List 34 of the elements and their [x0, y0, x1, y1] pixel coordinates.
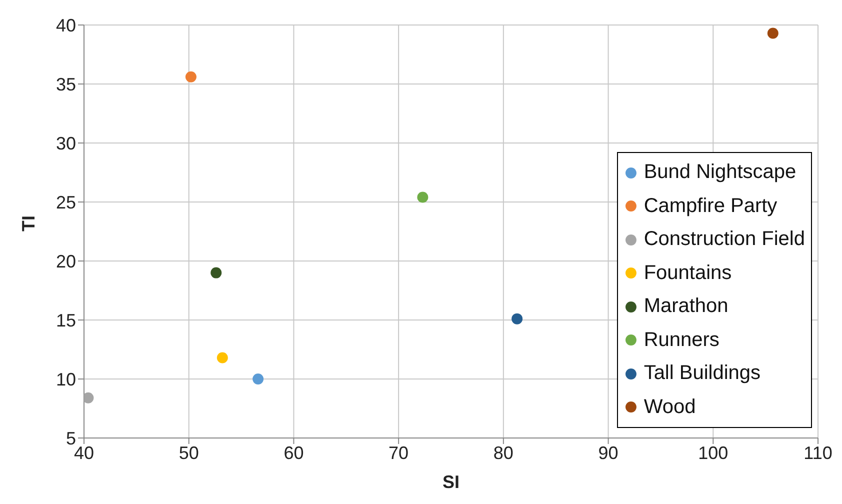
x-axis-title: SI: [442, 472, 460, 492]
legend-label: Campfire Party: [644, 194, 778, 218]
point: [512, 313, 523, 324]
x-tick-label: 60: [284, 442, 304, 463]
y-tick-label: 30: [56, 133, 76, 154]
point: [216, 352, 228, 364]
legend-label: Wood: [644, 394, 696, 420]
legend-label: Tall Buildings: [644, 361, 761, 386]
point: [767, 28, 778, 39]
y-axis-title: TI: [18, 216, 38, 232]
y-tick-label: 5: [66, 428, 76, 448]
legend-label: Bund Nightscape: [644, 160, 796, 185]
y-tick-label: 15: [56, 310, 76, 330]
y-tick-label: 10: [56, 369, 76, 390]
x-tick-label: 110: [804, 442, 832, 463]
y-tick-label: 25: [56, 192, 76, 212]
point: [210, 267, 222, 278]
x-tick-label: 100: [698, 442, 728, 463]
x-tick-label: 80: [493, 442, 514, 463]
point: [84, 392, 94, 404]
point: [417, 192, 428, 203]
point: [185, 71, 196, 82]
x-tick-label: 90: [598, 442, 618, 463]
y-tick-label: 35: [56, 74, 76, 94]
legend-label: Runners: [644, 328, 720, 352]
legend-label: Fountains: [644, 260, 732, 286]
y-tick-label: 20: [56, 251, 76, 272]
legend-label: Marathon: [644, 294, 728, 319]
legend-label: Construction Field: [644, 227, 805, 252]
x-tick-label: 50: [178, 442, 199, 463]
x-tick-label: 40: [74, 442, 94, 463]
x-tick-label: 70: [388, 442, 409, 463]
point: [252, 374, 264, 384]
y-tick-label: 40: [56, 15, 76, 36]
